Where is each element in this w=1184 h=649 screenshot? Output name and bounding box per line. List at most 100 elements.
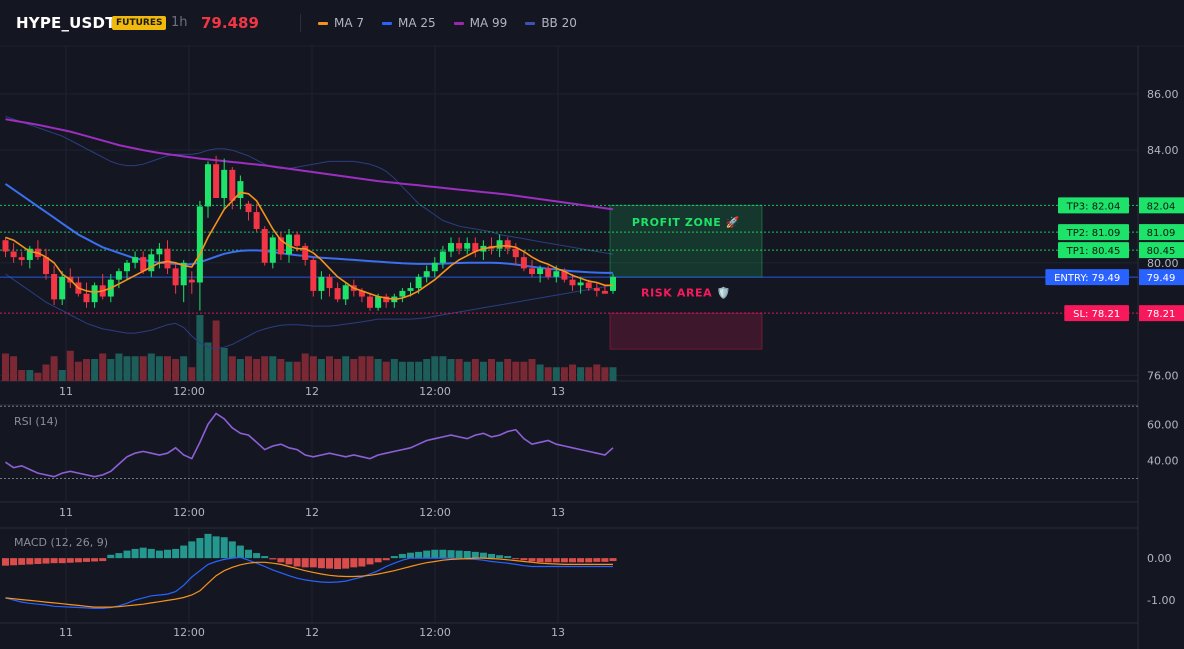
candle <box>269 234 276 269</box>
candle <box>205 161 211 218</box>
volume-bar <box>18 370 26 381</box>
legend-ma99-label: MA 99 <box>469 16 508 30</box>
candle-body <box>148 254 155 272</box>
candle-body <box>407 288 414 291</box>
candle-body <box>375 296 382 308</box>
macd-hist-bar <box>245 549 252 559</box>
candle <box>124 259 130 280</box>
rsi-pane-label: RSI (14) <box>14 415 58 428</box>
candle-body <box>569 279 576 286</box>
candle-body <box>439 251 446 263</box>
candle <box>439 245 446 269</box>
macd-hist-bar <box>58 558 66 564</box>
volume-bar <box>528 359 536 381</box>
candle-body <box>456 243 463 249</box>
candle <box>545 265 552 280</box>
symbol-title[interactable]: HYPE_USDT <box>16 14 116 32</box>
candle <box>318 271 325 300</box>
volume-bar <box>50 356 58 381</box>
volume-bar <box>277 359 285 381</box>
macd-hist-bar <box>326 558 333 569</box>
volume-bar <box>334 359 342 381</box>
volume-bar <box>99 353 107 381</box>
candle-body <box>520 257 527 269</box>
macd-hist-bar <box>504 556 512 559</box>
macd-hist-bar <box>180 545 188 559</box>
volume-bar <box>504 359 512 381</box>
macd-hist-bar <box>528 558 536 562</box>
macd-hist-bar <box>212 536 220 559</box>
indicator-legend: MA 7 MA 25 MA 99 BB 20 <box>318 16 595 30</box>
candle <box>2 237 9 258</box>
volume-bar <box>309 356 317 381</box>
candle <box>326 274 333 297</box>
candle <box>423 265 430 283</box>
candle-body <box>277 237 284 255</box>
macd-hist-bar <box>552 558 560 563</box>
candle-body <box>18 257 25 260</box>
macd-hist-bar <box>188 541 196 559</box>
price-tick: 84.00 <box>1147 144 1179 157</box>
macd-hist-bar <box>358 558 366 567</box>
candle <box>34 240 41 260</box>
macd-hist-bar <box>350 558 358 568</box>
macd-hist-bar <box>601 558 609 562</box>
candle-body <box>261 228 268 263</box>
candle <box>529 259 535 277</box>
volume-bar <box>488 359 495 381</box>
legend-bb20[interactable]: BB 20 <box>525 16 577 30</box>
candle-body <box>164 248 171 269</box>
ma7-line <box>5 191 613 301</box>
legend-ma25-label: MA 25 <box>398 16 436 30</box>
rsi-time-tick: 12 <box>305 506 319 519</box>
interval-label[interactable]: 1h <box>171 15 188 30</box>
volume-bar <box>34 372 42 381</box>
candle <box>520 251 527 272</box>
volume-bar <box>439 356 447 381</box>
volume-bar <box>74 361 82 381</box>
candle-body <box>245 203 252 213</box>
volume-bar <box>196 315 204 381</box>
level-price-tp2: 81.09 <box>1147 228 1176 239</box>
volume-bar <box>496 361 504 381</box>
rsi-time-tick: 12:00 <box>173 506 205 519</box>
candle-body <box>140 257 147 272</box>
candle-body <box>115 271 122 280</box>
candle <box>456 237 463 255</box>
level-price-bg-entry <box>1139 269 1184 286</box>
profit-zone <box>609 204 763 278</box>
level-tag-bg-sl <box>1064 305 1129 322</box>
volume-bar <box>147 353 155 381</box>
legend-ma7[interactable]: MA 7 <box>318 16 364 30</box>
macd-hist-bar <box>147 548 155 559</box>
legend-ma25[interactable]: MA 25 <box>382 16 436 30</box>
candle-body <box>310 259 317 291</box>
candle <box>342 282 349 305</box>
legend-ma99[interactable]: MA 99 <box>453 16 508 30</box>
candle-body <box>383 296 390 303</box>
main-time-tick: 11 <box>59 385 73 398</box>
macd-hist-bar <box>261 556 269 559</box>
candle-body <box>577 282 584 286</box>
macd-hist-bar <box>269 558 277 560</box>
macd-hist-bar <box>107 554 115 559</box>
volume-bar <box>585 367 593 381</box>
macd-hist-bar <box>309 558 317 568</box>
bb-lower-line <box>5 273 614 350</box>
volume-bar <box>42 364 50 381</box>
candle-body <box>537 268 544 275</box>
candle-body <box>83 293 90 303</box>
volume-bar <box>253 359 261 381</box>
macd-hist-bar <box>447 550 455 559</box>
macd-hist-bar <box>342 558 350 569</box>
rsi-time-tick: 13 <box>551 506 565 519</box>
candle-body <box>423 271 430 277</box>
macd-hist-bar <box>334 558 342 570</box>
profit-zone-label: PROFIT ZONE 🚀 <box>632 216 740 229</box>
volume-bar <box>107 359 115 381</box>
level-price-bg-tp1 <box>1139 242 1184 259</box>
macd-hist-bar <box>34 558 42 564</box>
candle-body <box>10 251 17 258</box>
candle <box>115 268 122 289</box>
